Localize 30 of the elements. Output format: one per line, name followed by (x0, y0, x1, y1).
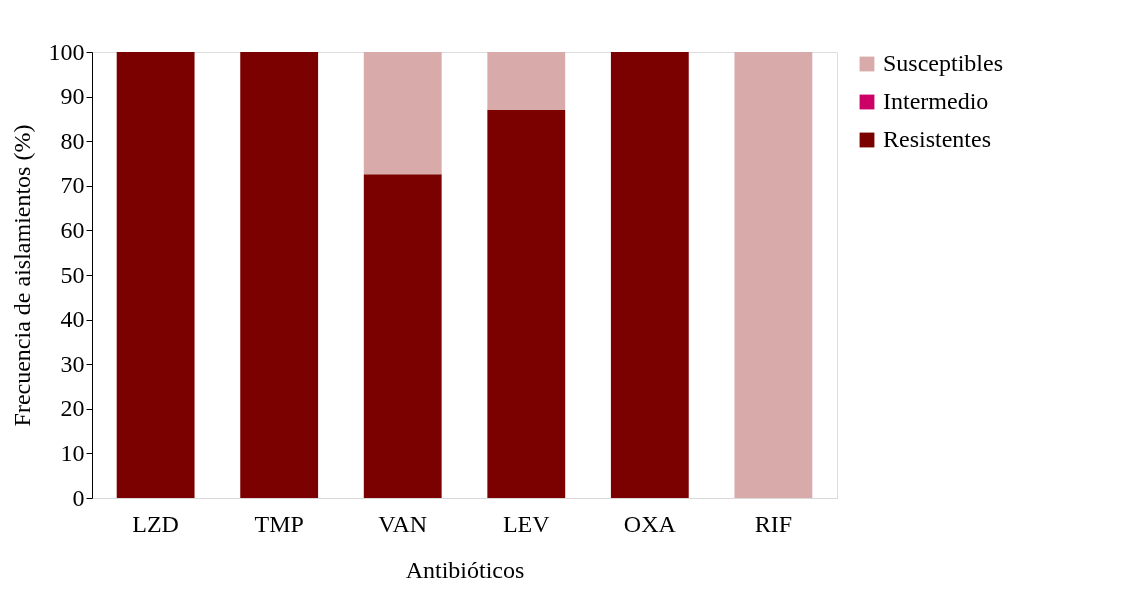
x-tick-label: OXA (623, 510, 677, 537)
x-tick-label: VAN (378, 510, 428, 537)
y-tick-label: 10 (60, 439, 85, 466)
bar (240, 52, 319, 498)
bar (734, 52, 813, 498)
y-tick-label: 30 (60, 350, 85, 377)
legend-label: Susceptibles (883, 50, 1003, 76)
x-axis-title: Antibióticos (405, 556, 525, 583)
bar (363, 174, 442, 498)
x-tick-label: LZD (132, 510, 179, 537)
y-tick-label: 80 (60, 127, 85, 154)
x-tick-label: LEV (502, 510, 551, 537)
y-tick-label: 50 (60, 261, 85, 288)
y-tick-label: 0 (72, 484, 85, 511)
x-tick-label: RIF (754, 510, 793, 537)
y-tick-label: 70 (60, 172, 85, 199)
y-tick-label: 20 (60, 395, 85, 422)
y-tick-label: 90 (60, 83, 85, 110)
y-axis-title: Frecuencia de aislamientos (%) (8, 124, 35, 427)
legend-label: Intermedio (883, 88, 989, 114)
bar (363, 52, 442, 175)
legend-label: Resistentes (883, 126, 991, 152)
bar (610, 52, 689, 498)
bar (116, 52, 195, 498)
x-tick-label: TMP (254, 510, 304, 537)
bar (487, 109, 566, 498)
y-tick-label: 40 (60, 306, 85, 333)
y-tick-label: 60 (60, 216, 85, 243)
bar (487, 52, 566, 110)
y-tick-label: 100 (48, 38, 85, 65)
